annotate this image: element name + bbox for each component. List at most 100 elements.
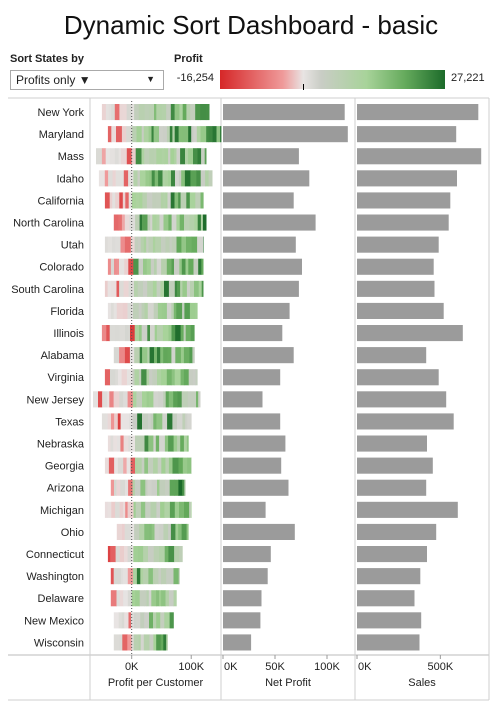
heatmap-cell [145, 170, 150, 187]
heatmap-cell [189, 192, 196, 209]
heatmap-cell [152, 192, 157, 209]
heatmap-cell [118, 612, 123, 629]
heatmap-cell [113, 347, 120, 364]
heatmap-cell [200, 104, 207, 121]
sales-bar [357, 170, 457, 187]
heatmap-row [93, 391, 201, 408]
heatmap-cell [147, 479, 153, 496]
state-label: Wisconsin [34, 637, 84, 649]
heatmap-row [107, 258, 204, 275]
heatmap-cell [128, 192, 133, 209]
heatmap-cell [144, 435, 149, 452]
net-profit-bar [223, 258, 302, 275]
heatmap-cell [191, 126, 194, 143]
sales-bar [357, 302, 444, 319]
heatmap-cell [134, 325, 140, 342]
heatmap-cell [134, 347, 141, 364]
heatmap-cell [198, 391, 201, 408]
heatmap-cell [178, 170, 182, 187]
heatmap-cell [136, 192, 140, 209]
heatmap-cell [168, 325, 172, 342]
heatmap-cell [186, 236, 192, 253]
heatmap-cell [131, 546, 134, 563]
heatmap-cell [168, 170, 172, 187]
heatmap-cell [220, 126, 222, 143]
heatmap-cell [128, 280, 135, 297]
heatmap-cell [120, 170, 125, 187]
heatmap-cell [168, 280, 176, 297]
heatmap-cell [160, 612, 165, 629]
heatmap-cell [116, 258, 120, 275]
heatmap-cell [163, 523, 169, 540]
heatmap-cell [149, 170, 152, 187]
heatmap-cell [147, 214, 151, 231]
heatmap-cell [191, 501, 192, 518]
heatmap-cell [120, 236, 126, 253]
heatmap-cell [152, 280, 157, 297]
heatmap-cell [126, 126, 133, 143]
heatmap-cell [154, 568, 159, 585]
heatmap-cell [138, 634, 142, 651]
heatmap-cell [124, 546, 128, 563]
heatmap-cell [153, 148, 157, 165]
heatmap-cell [149, 634, 154, 651]
heatmap-cell [188, 258, 194, 275]
heatmap-cell [118, 369, 122, 386]
heatmap-cell [192, 347, 195, 364]
heatmap-cell [186, 280, 191, 297]
heatmap-cell [107, 302, 112, 319]
heatmap-cell [186, 192, 191, 209]
heatmap-cell [107, 258, 112, 275]
heatmap-cell [104, 170, 109, 187]
heatmap-cell [187, 413, 192, 430]
heatmap-cell [115, 170, 121, 187]
heatmap-cell [127, 546, 132, 563]
heatmap-cell [197, 148, 202, 165]
sales-bar [357, 391, 447, 408]
heatmap-cell [182, 280, 188, 297]
heatmap-cell [174, 280, 178, 297]
heatmap-cell [132, 391, 137, 408]
profit-color-ramp[interactable] [220, 70, 445, 89]
net-profit-bar [223, 612, 261, 629]
heatmap-cell [200, 126, 207, 143]
heatmap-cell [149, 148, 154, 165]
heatmap-cell [138, 369, 142, 386]
heatmap-cell [114, 457, 119, 474]
heatmap-cell [165, 170, 169, 187]
sales-bar [357, 126, 457, 143]
heatmap-cell [128, 258, 134, 275]
heatmap-cell [161, 590, 166, 607]
heatmap-cell [105, 104, 110, 121]
heatmap-cell [156, 590, 160, 607]
sort-states-dropdown[interactable]: Profits only ▼ ▼ [10, 70, 164, 90]
heatmap-cell [174, 148, 177, 165]
heatmap-cell [101, 104, 107, 121]
state-label: Virginia [48, 372, 85, 384]
heatmap-cell [151, 523, 155, 540]
state-label: Florida [50, 306, 85, 318]
heatmap-cell [154, 258, 158, 275]
heatmap-cell [171, 325, 176, 342]
heatmap-cell [181, 391, 188, 408]
net-profit-bar [223, 479, 289, 496]
heatmap-cell [134, 369, 140, 386]
heatmap-cell [122, 302, 128, 319]
heatmap-cell [166, 302, 172, 319]
heatmap-row [101, 104, 210, 121]
heatmap-cell [175, 523, 179, 540]
heatmap-cell [143, 634, 150, 651]
heatmap-cell [162, 413, 168, 430]
heatmap-cell [115, 192, 120, 209]
heatmap-cell [140, 568, 144, 585]
heatmap-cell [149, 347, 155, 364]
heatmap-cell [118, 214, 123, 231]
heatmap-cell [135, 590, 140, 607]
heatmap-cell [127, 302, 134, 319]
heatmap-cell [128, 170, 134, 187]
heatmap-cell [172, 457, 179, 474]
heatmap-cell [116, 302, 124, 319]
heatmap-cell [141, 126, 145, 143]
heatmap-cell [156, 258, 162, 275]
heatmap-cell [175, 325, 181, 342]
